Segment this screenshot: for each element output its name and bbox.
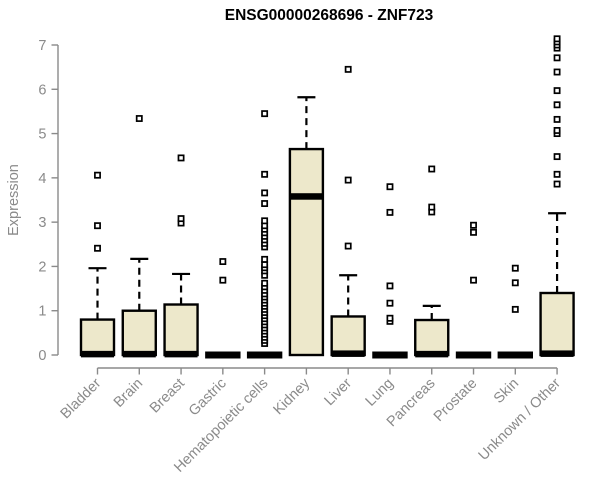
y-tick-label: 3 bbox=[38, 215, 46, 231]
x-tick-label-lung: Lung bbox=[363, 376, 397, 410]
outlier-point bbox=[553, 153, 561, 161]
outlier-point bbox=[94, 244, 101, 252]
outlier-point bbox=[428, 165, 436, 173]
median-line bbox=[455, 351, 492, 359]
outlier-point bbox=[261, 261, 269, 269]
x-tick-label-skin: Skin bbox=[491, 376, 522, 407]
x-tick-label-breast: Breast bbox=[147, 376, 188, 417]
y-tick-label: 2 bbox=[38, 259, 46, 275]
outlier-point bbox=[553, 170, 561, 178]
outlier-point bbox=[553, 115, 561, 123]
box-rect bbox=[330, 315, 366, 357]
box-gastric bbox=[205, 258, 241, 359]
outlier-point bbox=[177, 154, 185, 162]
outlier-point bbox=[94, 171, 101, 179]
box-breast bbox=[163, 154, 199, 358]
y-axis-label: Expression bbox=[6, 164, 22, 236]
box-unknown-other bbox=[539, 35, 575, 357]
median-line bbox=[205, 351, 241, 359]
outlier-point bbox=[261, 255, 269, 263]
box-rect bbox=[163, 303, 199, 357]
box-prostate bbox=[455, 221, 492, 359]
median-line bbox=[331, 350, 365, 357]
box-skin bbox=[497, 264, 533, 359]
y-tick-label: 0 bbox=[38, 348, 46, 364]
median-line bbox=[289, 193, 323, 200]
outlier-point bbox=[470, 276, 477, 284]
x-tick-label-kidney: Kidney bbox=[271, 375, 314, 418]
median-line bbox=[246, 351, 283, 359]
median-line bbox=[497, 351, 533, 359]
median-line bbox=[540, 350, 574, 357]
outlier-point bbox=[428, 203, 436, 211]
outlier-point bbox=[553, 35, 561, 43]
box-rect bbox=[121, 309, 157, 357]
y-tick-label: 1 bbox=[38, 304, 46, 320]
outlier-point bbox=[511, 305, 519, 313]
outlier-point bbox=[344, 242, 352, 250]
outlier-point bbox=[344, 176, 352, 184]
outlier-point bbox=[261, 110, 269, 118]
median-line bbox=[164, 350, 198, 358]
median-line bbox=[372, 351, 408, 359]
box-hematopoietic-cells bbox=[246, 110, 283, 359]
box-rect bbox=[539, 291, 575, 357]
outlier-point bbox=[219, 258, 227, 266]
outlier-point bbox=[386, 208, 394, 216]
outlier-point bbox=[511, 279, 519, 287]
outlier-point bbox=[177, 215, 185, 223]
outlier-point bbox=[470, 221, 477, 229]
outlier-point bbox=[261, 189, 269, 197]
x-tick-label-brain: Brain bbox=[111, 376, 146, 411]
box-liver bbox=[330, 65, 366, 357]
outlier-point bbox=[135, 115, 143, 122]
box-bladder bbox=[79, 171, 116, 358]
outlier-point bbox=[219, 276, 227, 284]
median-line bbox=[415, 350, 449, 358]
median-line bbox=[122, 350, 156, 358]
outlier-point bbox=[386, 299, 394, 307]
outlier-point bbox=[553, 101, 561, 109]
box-rect bbox=[414, 318, 450, 357]
box-rect bbox=[79, 318, 116, 357]
outlier-point bbox=[344, 65, 352, 73]
y-tick-label: 4 bbox=[38, 171, 46, 187]
outlier-point bbox=[386, 183, 394, 191]
chart-title: ENSG00000268696 - ZNF723 bbox=[225, 7, 434, 24]
outlier-point bbox=[553, 127, 561, 134]
box-brain bbox=[121, 115, 157, 358]
box-lung bbox=[372, 183, 408, 359]
box-rect bbox=[288, 147, 325, 357]
outlier-point bbox=[511, 264, 519, 272]
outlier-point bbox=[553, 87, 561, 95]
outlier-point bbox=[261, 200, 269, 207]
outlier-point bbox=[553, 54, 561, 62]
outlier-point bbox=[553, 180, 561, 188]
outlier-point bbox=[261, 170, 269, 178]
x-tick-label-bladder: Bladder bbox=[58, 375, 105, 422]
outlier-point bbox=[386, 282, 394, 290]
x-tick-label-liver: Liver bbox=[321, 375, 355, 409]
outlier-point bbox=[261, 279, 269, 287]
outlier-point bbox=[94, 222, 101, 230]
outlier-point bbox=[386, 314, 394, 322]
outlier-point bbox=[261, 217, 269, 225]
median-line bbox=[81, 350, 114, 358]
outlier-point bbox=[553, 68, 561, 76]
x-tick-label-prostate: Prostate bbox=[431, 376, 480, 425]
y-tick-label: 7 bbox=[38, 38, 46, 54]
y-tick-label: 5 bbox=[38, 127, 46, 143]
box-kidney bbox=[288, 96, 325, 357]
y-tick-label: 6 bbox=[38, 82, 46, 98]
outlier-point bbox=[470, 228, 477, 236]
box-pancreas bbox=[414, 165, 450, 358]
